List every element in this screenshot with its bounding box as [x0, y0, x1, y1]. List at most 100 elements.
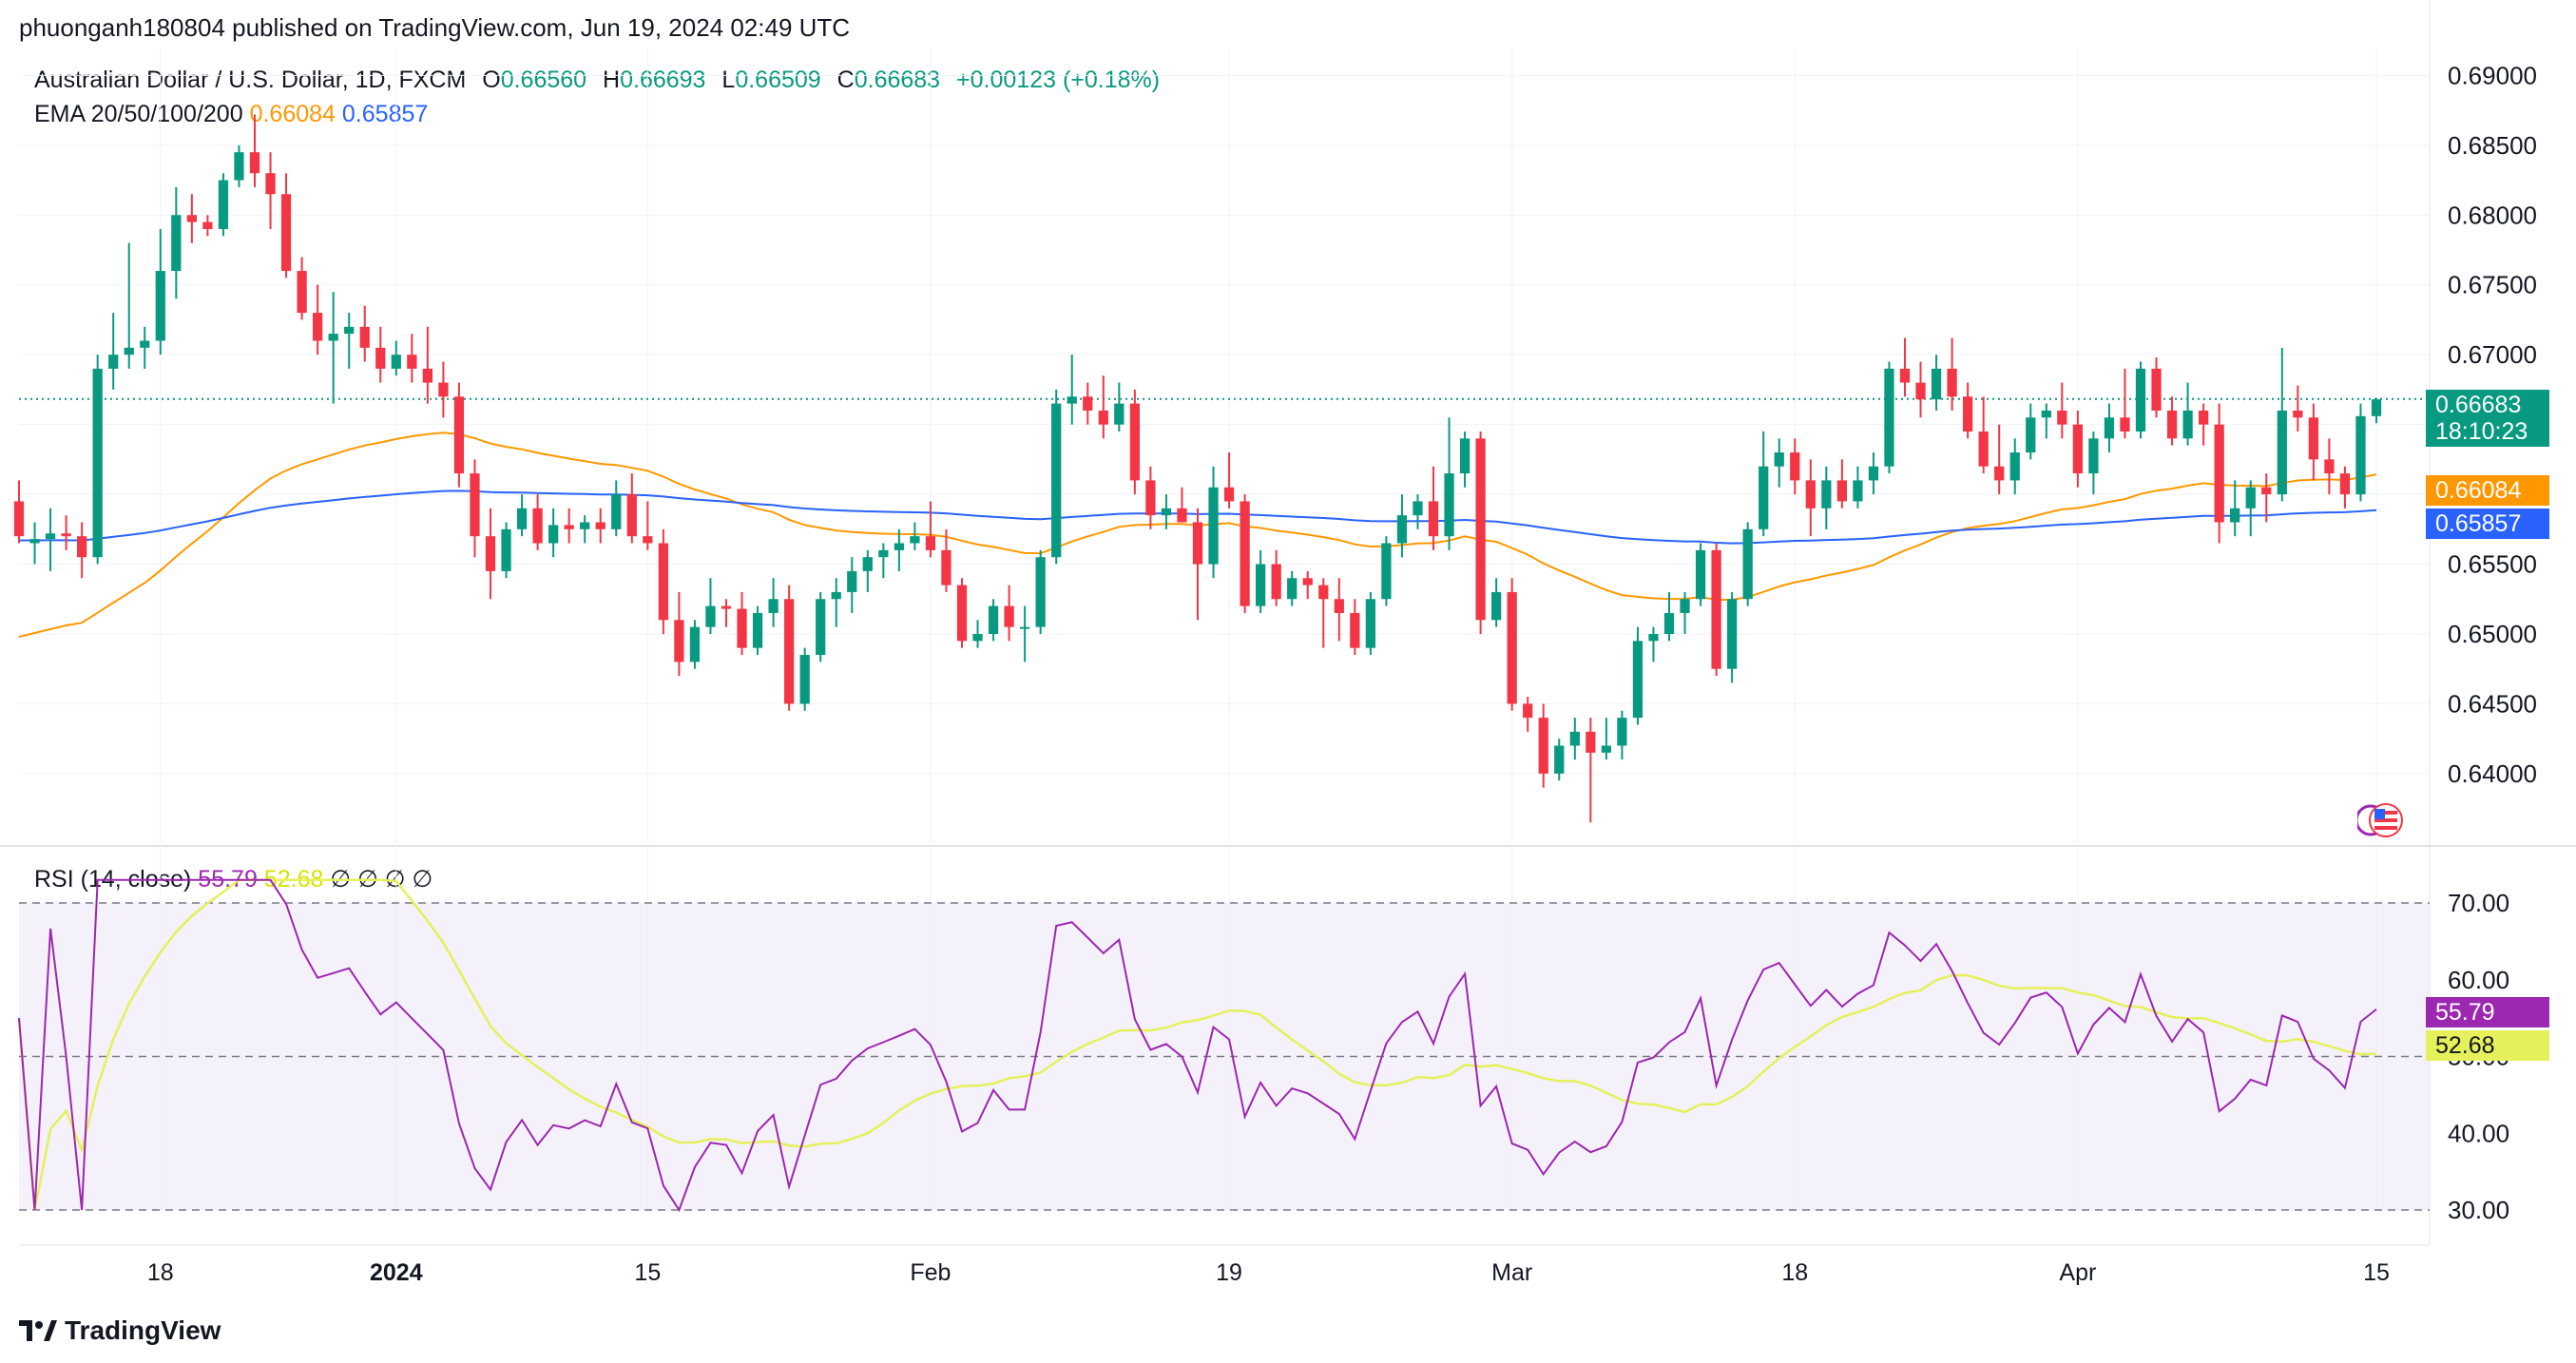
- candle[interactable]: [234, 144, 244, 187]
- candle[interactable]: [2009, 438, 2020, 495]
- candle[interactable]: [1853, 466, 1863, 509]
- candle[interactable]: [1727, 591, 1738, 683]
- symbol-title[interactable]: Australian Dollar / U.S. Dollar, 1D, FXC…: [34, 67, 467, 93]
- candle[interactable]: [1774, 438, 1784, 488]
- candle[interactable]: [1538, 703, 1548, 788]
- candle[interactable]: [1586, 718, 1596, 823]
- candle[interactable]: [910, 522, 920, 550]
- candle[interactable]: [1523, 697, 1533, 732]
- candle[interactable]: [2041, 403, 2051, 439]
- candle[interactable]: [674, 591, 684, 677]
- candle[interactable]: [894, 528, 904, 571]
- candle[interactable]: [1177, 487, 1187, 523]
- candle[interactable]: [2199, 403, 2209, 446]
- candle[interactable]: [1963, 382, 1973, 439]
- candle[interactable]: [1004, 585, 1014, 642]
- candle[interactable]: [2308, 403, 2318, 481]
- candle[interactable]: [1287, 570, 1298, 606]
- candle[interactable]: [972, 620, 983, 648]
- candle[interactable]: [737, 591, 747, 656]
- candle[interactable]: [1098, 375, 1108, 439]
- candle[interactable]: [799, 647, 810, 711]
- candle[interactable]: [2261, 473, 2272, 523]
- candle[interactable]: [1192, 508, 1203, 621]
- candle[interactable]: [108, 313, 119, 390]
- candle[interactable]: [2120, 368, 2130, 439]
- candle[interactable]: [1491, 578, 1502, 627]
- candle[interactable]: [2088, 431, 2099, 495]
- ema-label[interactable]: EMA 20/50/100/200: [34, 101, 243, 127]
- candle[interactable]: [1663, 591, 1675, 642]
- candle[interactable]: [548, 508, 559, 558]
- candle[interactable]: [1601, 718, 1611, 760]
- candle[interactable]: [2277, 347, 2287, 502]
- candle[interactable]: [2166, 396, 2178, 446]
- candle[interactable]: [1129, 389, 1140, 495]
- candle[interactable]: [1554, 739, 1565, 781]
- candle[interactable]: [988, 599, 999, 642]
- candle[interactable]: [92, 355, 103, 565]
- candle[interactable]: [1695, 543, 1706, 606]
- candle[interactable]: [1742, 522, 1753, 606]
- candle[interactable]: [249, 114, 260, 187]
- candle[interactable]: [29, 522, 40, 565]
- candle[interactable]: [155, 228, 165, 355]
- candle[interactable]: [689, 620, 701, 669]
- candle[interactable]: [2245, 480, 2256, 537]
- candle[interactable]: [784, 585, 795, 711]
- candle[interactable]: [1978, 396, 1989, 474]
- candle[interactable]: [1947, 337, 1957, 411]
- candle[interactable]: [280, 173, 292, 278]
- candle[interactable]: [1381, 536, 1392, 606]
- candle[interactable]: [1365, 591, 1375, 656]
- candle[interactable]: [1067, 355, 1077, 425]
- candle[interactable]: [532, 494, 543, 550]
- candle[interactable]: [1617, 710, 1627, 760]
- candle[interactable]: [1459, 431, 1471, 488]
- candle[interactable]: [61, 515, 71, 550]
- candle[interactable]: [925, 501, 936, 558]
- candle[interactable]: [752, 605, 763, 656]
- candle[interactable]: [658, 528, 668, 634]
- candle[interactable]: [1648, 626, 1659, 662]
- candle[interactable]: [1569, 718, 1580, 760]
- candle[interactable]: [501, 522, 511, 579]
- candle[interactable]: [1350, 599, 1360, 656]
- candle[interactable]: [1145, 466, 1156, 529]
- candle[interactable]: [1507, 578, 1517, 711]
- candle[interactable]: [1334, 578, 1344, 642]
- candle[interactable]: [124, 242, 134, 369]
- candle[interactable]: [265, 152, 276, 229]
- candle[interactable]: [2339, 466, 2351, 509]
- candle[interactable]: [438, 361, 449, 418]
- candle[interactable]: [1223, 452, 1235, 509]
- candle[interactable]: [2324, 438, 2335, 495]
- candle[interactable]: [626, 473, 637, 544]
- candle[interactable]: [1632, 626, 1644, 725]
- candle[interactable]: [643, 501, 653, 550]
- candle[interactable]: [516, 494, 528, 537]
- candle[interactable]: [1413, 494, 1423, 529]
- candle[interactable]: [313, 284, 323, 355]
- candle[interactable]: [816, 591, 826, 662]
- candle[interactable]: [1915, 361, 1926, 418]
- candle[interactable]: [1083, 382, 1093, 425]
- candle[interactable]: [1899, 337, 1911, 397]
- candle[interactable]: [1161, 494, 1172, 529]
- candle[interactable]: [1884, 361, 1894, 474]
- candle[interactable]: [1256, 549, 1266, 613]
- candle[interactable]: [470, 459, 480, 558]
- candle[interactable]: [2026, 403, 2036, 460]
- candle[interactable]: [1396, 494, 1408, 558]
- candle[interactable]: [721, 599, 732, 627]
- candle[interactable]: [1994, 424, 2005, 495]
- candle[interactable]: [328, 292, 338, 404]
- candle[interactable]: [77, 522, 87, 579]
- candle[interactable]: [1318, 578, 1329, 648]
- candle[interactable]: [1475, 431, 1486, 634]
- candle[interactable]: [1240, 494, 1250, 613]
- candle[interactable]: [359, 305, 370, 362]
- candle[interactable]: [2214, 403, 2224, 544]
- candle[interactable]: [1114, 382, 1125, 432]
- candle[interactable]: [2293, 385, 2303, 432]
